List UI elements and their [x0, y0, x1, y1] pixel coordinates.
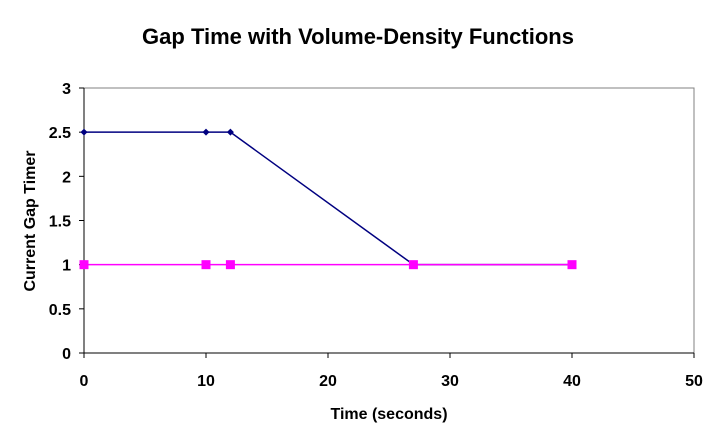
series-layer — [79, 128, 577, 270]
y-tick-label: 3 — [62, 81, 71, 98]
x-tick-label: 30 — [441, 373, 459, 390]
axes: 00.511.522.530 10 20 30 40 50 — [49, 81, 703, 390]
data-point — [408, 260, 418, 270]
y-tick-label: 1.5 — [49, 214, 71, 231]
data-point — [225, 260, 235, 270]
x-tick-label: 20 — [319, 373, 337, 390]
data-point — [202, 128, 210, 136]
plot-area — [83, 87, 695, 354]
y-tick-label: 0.5 — [49, 302, 71, 319]
y-tick-label: 2 — [62, 169, 71, 186]
x-tick-label: 40 — [563, 373, 581, 390]
data-point — [201, 260, 211, 270]
y-tick-label: 2.5 — [49, 125, 71, 142]
data-point — [79, 260, 89, 270]
data-point — [226, 128, 234, 136]
x-axis-title: Time (seconds) — [330, 406, 447, 423]
y-axis-title: Current Gap Timer — [22, 150, 39, 291]
chart-title: Gap Time with Volume-Density Functions — [142, 24, 574, 49]
y-tick-label: 0 — [62, 346, 71, 363]
series-2 — [79, 260, 577, 270]
data-point — [80, 128, 88, 136]
x-tick-label: 0 — [80, 373, 89, 390]
data-point — [567, 260, 577, 270]
y-tick-label: 1 — [62, 258, 71, 275]
x-tick-label: 50 — [685, 373, 703, 390]
x-tick-label: 10 — [197, 373, 215, 390]
